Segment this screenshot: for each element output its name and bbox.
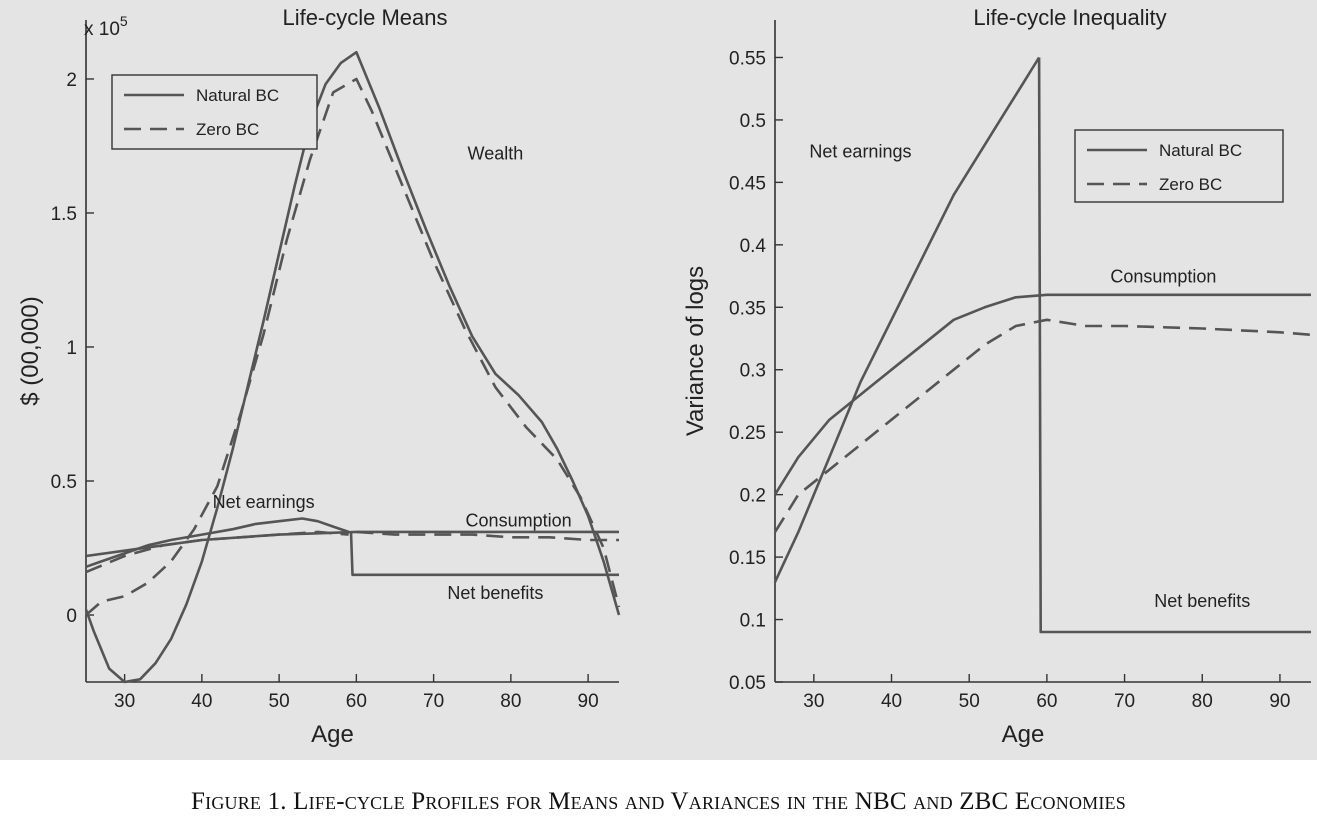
y-tick-label: 0 <box>66 606 77 627</box>
x-tick-label: 80 <box>1192 691 1213 712</box>
series-line-natural-bc <box>773 56 1041 583</box>
y-exponent-power: 5 <box>120 13 128 29</box>
y-tick-label: 0.05 <box>729 673 766 694</box>
x-tick-label: 90 <box>1269 691 1290 712</box>
x-axis-label: Age <box>311 721 354 748</box>
legend: Natural BC Zero BC <box>111 74 318 150</box>
legend-label: Natural BC <box>196 86 279 105</box>
y-axis-label: $ (00,000) <box>17 296 44 405</box>
annotation-label: Wealth <box>468 143 524 163</box>
y-tick-label: 2 <box>66 70 77 91</box>
x-tick-label: 90 <box>578 691 599 712</box>
y-exponent-label: x 105 <box>84 13 128 40</box>
y-tick-label: 0.15 <box>729 548 766 569</box>
y-axis-label: Variance of logs <box>682 266 709 436</box>
figure: Life-cycle Means 30 40 50 60 70 80 90 0 0.5 1 1.5 2 A… <box>0 0 1317 760</box>
y-tick-label: 0.2 <box>740 486 766 507</box>
x-tick-label: 80 <box>500 691 521 712</box>
y-tick-label: 1 <box>66 338 77 359</box>
legend-label: Zero BC <box>1159 175 1222 194</box>
y-tick-label: 0.25 <box>729 423 766 444</box>
y-tick-label: 0.4 <box>740 236 767 257</box>
annotation-label: Net benefits <box>1154 591 1250 611</box>
x-tick-label: 30 <box>114 691 135 712</box>
x-tick-label: 50 <box>959 691 980 712</box>
y-tick-label: 1.5 <box>51 204 77 225</box>
x-tick-label: 60 <box>346 691 367 712</box>
x-tick-label: 70 <box>423 691 444 712</box>
legend-label: Natural BC <box>1159 141 1242 160</box>
series-line-natural-bc <box>85 517 350 569</box>
y-tick-label: 0.35 <box>729 298 766 319</box>
chart-title: Life-cycle Means <box>282 5 447 30</box>
x-tick-label: 60 <box>1036 691 1057 712</box>
y-tick-label: 0.45 <box>729 173 766 194</box>
annotation-label: Consumption <box>466 511 572 531</box>
y-tick-label: 0.5 <box>51 472 77 493</box>
series-line-zero-bc <box>773 318 1312 533</box>
chart-2: Life-cycle Inequality 30 40 50 60 70 80 90 0.05 0… <box>682 5 1312 748</box>
y-tick-label: 0.5 <box>740 111 766 132</box>
x-tick-label: 40 <box>881 691 902 712</box>
x-tick-label: 50 <box>269 691 290 712</box>
figure-caption: Figure 1. Life-cycle Profiles for Means … <box>191 788 1126 815</box>
legend-label: Zero BC <box>196 120 259 139</box>
legend-box <box>111 74 318 150</box>
chart-title: Life-cycle Inequality <box>973 5 1166 30</box>
x-axis-label: Age <box>1002 721 1045 748</box>
annotation-label: Net earnings <box>809 141 911 161</box>
y-tick-label: 0.1 <box>740 611 766 632</box>
y-tick-label: 0.3 <box>740 361 766 382</box>
series-line-natural-bc <box>349 531 619 577</box>
series-line-natural-bc <box>1037 57 1311 634</box>
legend: Natural BC Zero BC <box>1074 129 1284 203</box>
series-line-zero-bc <box>356 530 619 542</box>
y-tick-label: 0.55 <box>729 48 766 69</box>
annotation-label: Net benefits <box>447 583 543 603</box>
x-tick-label: 30 <box>803 691 824 712</box>
x-tick-label: 40 <box>191 691 212 712</box>
annotation-label: Consumption <box>1110 266 1216 286</box>
chart-1: Life-cycle Means 30 40 50 60 70 80 90 0 0.5 1 1.5 2 A… <box>17 5 621 748</box>
x-tick-label: 70 <box>1114 691 1135 712</box>
series-line-zero-bc <box>85 77 621 616</box>
annotation-label: Net earnings <box>213 492 315 512</box>
series-line-natural-bc <box>84 50 621 684</box>
legend-box <box>1074 129 1284 203</box>
figure-canvas: Life-cycle Means 30 40 50 60 70 80 90 0 0.5 1 1.5 2 A… <box>17 5 1312 748</box>
series-line-natural-bc <box>773 293 1311 496</box>
